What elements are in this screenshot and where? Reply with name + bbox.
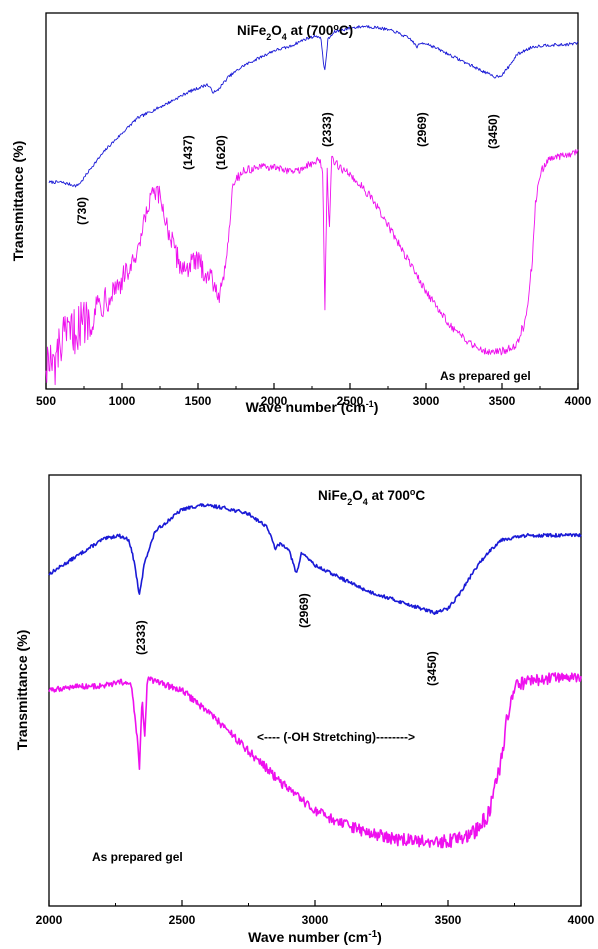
x-tick-label-1500: 1500 <box>185 394 212 408</box>
x-tick-label-4000: 4000 <box>565 394 592 408</box>
x-tick-label-2500: 2500 <box>337 394 364 408</box>
x-tick-label-500: 500 <box>36 394 56 408</box>
oh-stretching-label: <---- (-OH Stretching)--------> <box>257 730 415 744</box>
x-tick-labels-top: 500 1000 1500 2000 2500 3000 3500 4000 <box>36 394 592 408</box>
x-tick-label-1000: 1000 <box>109 394 136 408</box>
series-group-top <box>45 25 579 386</box>
x-tick-labels-bottom: 2000 2500 3000 3500 4000 <box>36 913 595 927</box>
x-axis-title-top: Wave number (cm-1) <box>246 399 379 415</box>
gel-label-top: As prepared gel <box>440 369 531 383</box>
series-line-gel <box>45 149 579 386</box>
x-tick-label-3000: 3000 <box>413 394 440 408</box>
chart-title-top: NiFe2O4 at (700oC) <box>237 22 353 42</box>
x-tick-label-3500: 3500 <box>489 394 516 408</box>
chart-top: 500 1000 1500 2000 2500 3000 3500 4000 NiFe2O4 … <box>10 12 592 415</box>
plot-frame-top <box>45 12 579 390</box>
x-tick-label-2000: 2000 <box>36 913 63 927</box>
series-line-calcined <box>48 25 579 188</box>
x-tick-label-2500: 2500 <box>169 913 196 927</box>
x-tick-label-4000: 4000 <box>568 913 595 927</box>
annotation-3450: (3450) <box>486 114 500 149</box>
series-line-calcined <box>48 503 582 615</box>
chart-bottom: 2000 2500 3000 3500 4000 NiFe2O4 at 700oC (2… <box>14 474 595 946</box>
series-group-bottom <box>48 503 582 849</box>
x-tick-label-3500: 3500 <box>435 913 462 927</box>
x-ticks-top <box>45 383 579 389</box>
chart-title-bottom: NiFe2O4 at 700oC <box>318 487 425 507</box>
x-ticks-bottom <box>48 900 582 906</box>
x-tick-label-3000: 3000 <box>302 913 329 927</box>
x-axis-title-bottom: Wave number (cm-1) <box>248 929 382 946</box>
x-tick-label-2000: 2000 <box>261 394 288 408</box>
annotation-2969-b: (2969) <box>297 593 311 628</box>
annotation-730: (730) <box>75 197 89 225</box>
annotation-2333: (2333) <box>320 112 334 147</box>
annotation-1620: (1620) <box>214 135 228 170</box>
gel-label-bottom: As prepared gel <box>92 850 183 864</box>
y-axis-title-bottom: Transmittance (%) <box>14 630 30 751</box>
annotation-2969: (2969) <box>415 112 429 147</box>
annotation-1437: (1437) <box>181 135 195 170</box>
series-line-gel <box>48 672 582 849</box>
annotation-3450-b: (3450) <box>425 651 439 686</box>
y-axis-title-top: Transmittance (%) <box>10 141 26 262</box>
annotation-2333-b: (2333) <box>134 620 148 655</box>
